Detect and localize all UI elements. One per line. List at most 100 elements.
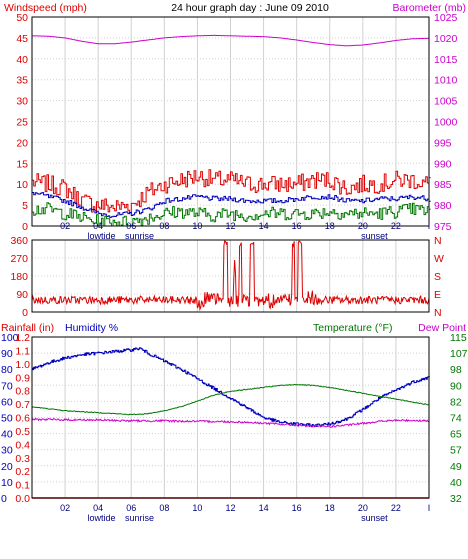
wind-panel-series: [31, 34, 431, 227]
x-tick-label: 12: [225, 503, 235, 513]
barometer-tick: 980: [434, 200, 452, 212]
rainfall-tick: 0.1: [15, 480, 30, 492]
humidity-tick: 50: [1, 413, 13, 425]
x-tick-label: 18: [325, 221, 335, 231]
humidity-tick: 40: [1, 429, 13, 441]
compass-tick: E: [434, 289, 441, 301]
average-wind-line: [32, 192, 431, 218]
x-tick-label: 16: [292, 503, 302, 513]
dewpoint-axis-label: Dew Point: [418, 322, 466, 334]
x-tick-label: I: [428, 503, 431, 513]
humidity-tick: 60: [1, 396, 13, 408]
x-tick-label: 22: [391, 221, 401, 231]
humidity-tick: 0: [1, 493, 7, 505]
barometer-line: [31, 34, 430, 47]
windspeed-axis-label: Windspeed (mph): [4, 2, 87, 14]
humidity-panel-grid: [32, 337, 429, 498]
humidity-tick: 100: [1, 332, 19, 344]
rainfall-tick: 0.0: [15, 493, 30, 505]
compass-tick: N: [434, 307, 442, 319]
wind-panel-grid: [32, 17, 429, 226]
compass-tick: W: [434, 253, 444, 265]
temperature-tick: 40: [450, 477, 462, 489]
x-tick-label: I: [428, 221, 431, 231]
x-tick-label: 20: [358, 221, 368, 231]
humidity-x-tick-labels: 02 04 06 08 10 12 14 16 18 20 22 I: [60, 503, 430, 513]
temperature-tick: 90: [450, 380, 462, 392]
windspeed-tick: 45: [16, 33, 28, 45]
windspeed-tick: 10: [16, 179, 28, 191]
direction-tick: 360: [10, 235, 28, 247]
x-tick-label: 06: [126, 503, 136, 513]
windspeed-tick: 15: [16, 158, 28, 170]
windspeed-tick: 40: [16, 54, 28, 66]
x-tick-label: 04: [93, 221, 103, 231]
direction-tick: 180: [10, 271, 28, 283]
chart-title: 24 hour graph day : June 09 2010: [171, 2, 329, 14]
lowtide-annotation: lowtide: [87, 231, 115, 241]
temperature-tick: 74: [450, 413, 462, 425]
temperature-tick: 82: [450, 396, 462, 408]
x-tick-label: 16: [292, 221, 302, 231]
x-tick-label: 04: [93, 503, 103, 513]
windspeed-tick: 30: [16, 96, 28, 108]
direction-tick: 0: [22, 307, 28, 319]
rainfall-tick: 1.0: [15, 359, 30, 371]
humidity-line: [32, 347, 430, 428]
sunset-annotation: sunset: [361, 231, 388, 241]
direction-panel-grid: [32, 240, 429, 312]
barometer-tick: 995: [434, 137, 452, 149]
humidity-tick: 70: [1, 380, 13, 392]
barometer-tick: 1025: [434, 12, 458, 24]
sunrise-annotation: sunrise: [125, 513, 154, 523]
wind-gust-line: [32, 169, 431, 214]
rainfall-tick: 0.3: [15, 453, 30, 465]
compass-tick: N: [434, 235, 442, 247]
barometer-tick-labels: 1025 1020 1015 1010 1005 1000 995 990 985 980 975: [434, 12, 458, 233]
humidity-tick: 90: [1, 348, 13, 360]
barometer-tick: 1005: [434, 96, 458, 108]
x-tick-label: 02: [60, 221, 70, 231]
barometer-tick: 1010: [434, 75, 458, 87]
rainfall-tick: 0.8: [15, 386, 30, 398]
barometer-tick: 1000: [434, 117, 458, 129]
rainfall-tick-labels: 1.21.1 1.00.9 0.80.7 0.60.50.4 0.30.2 0.10.0: [15, 332, 30, 505]
x-tick-label: 18: [325, 503, 335, 513]
sunset-annotation: sunset: [361, 513, 388, 523]
wind-x-tick-labels: 02 04 06 08 10 12 14 16 18 20 22 I: [60, 221, 430, 231]
x-tick-label: 02: [60, 503, 70, 513]
rainfall-tick: 0.5: [15, 426, 30, 438]
humidity-tick: 30: [1, 445, 13, 457]
windspeed-tick: 35: [16, 75, 28, 87]
lowtide-annotation: lowtide: [87, 513, 115, 523]
rainfall-tick: 1.1: [15, 345, 30, 357]
temperature-tick: 107: [450, 348, 468, 360]
x-tick-label: 08: [159, 221, 169, 231]
x-tick-label: 08: [159, 503, 169, 513]
x-tick-label: 14: [259, 503, 269, 513]
humidity-tick: 20: [1, 461, 13, 473]
temperature-axis-label: Temperature (°F): [313, 322, 392, 334]
rainfall-tick: 0.7: [15, 399, 30, 411]
compass-tick: S: [434, 271, 441, 283]
windspeed-tick: 25: [16, 117, 28, 129]
temperature-f-line: [31, 383, 429, 416]
rainfall-tick: 0.4: [15, 439, 30, 451]
direction-tick-labels: 360 270 180 90 0: [10, 235, 28, 319]
barometer-tick: 1020: [434, 33, 458, 45]
direction-tick: 270: [10, 253, 28, 265]
x-tick-label: 10: [192, 221, 202, 231]
rainfall-tick: 0.9: [15, 372, 30, 384]
x-tick-label: 14: [259, 221, 269, 231]
direction-panel-series: [31, 240, 430, 312]
temperature-tick: 49: [450, 461, 462, 473]
barometer-tick: 975: [434, 221, 452, 233]
direction-tick: 90: [16, 289, 28, 301]
minimum-wind-line: [32, 202, 431, 227]
